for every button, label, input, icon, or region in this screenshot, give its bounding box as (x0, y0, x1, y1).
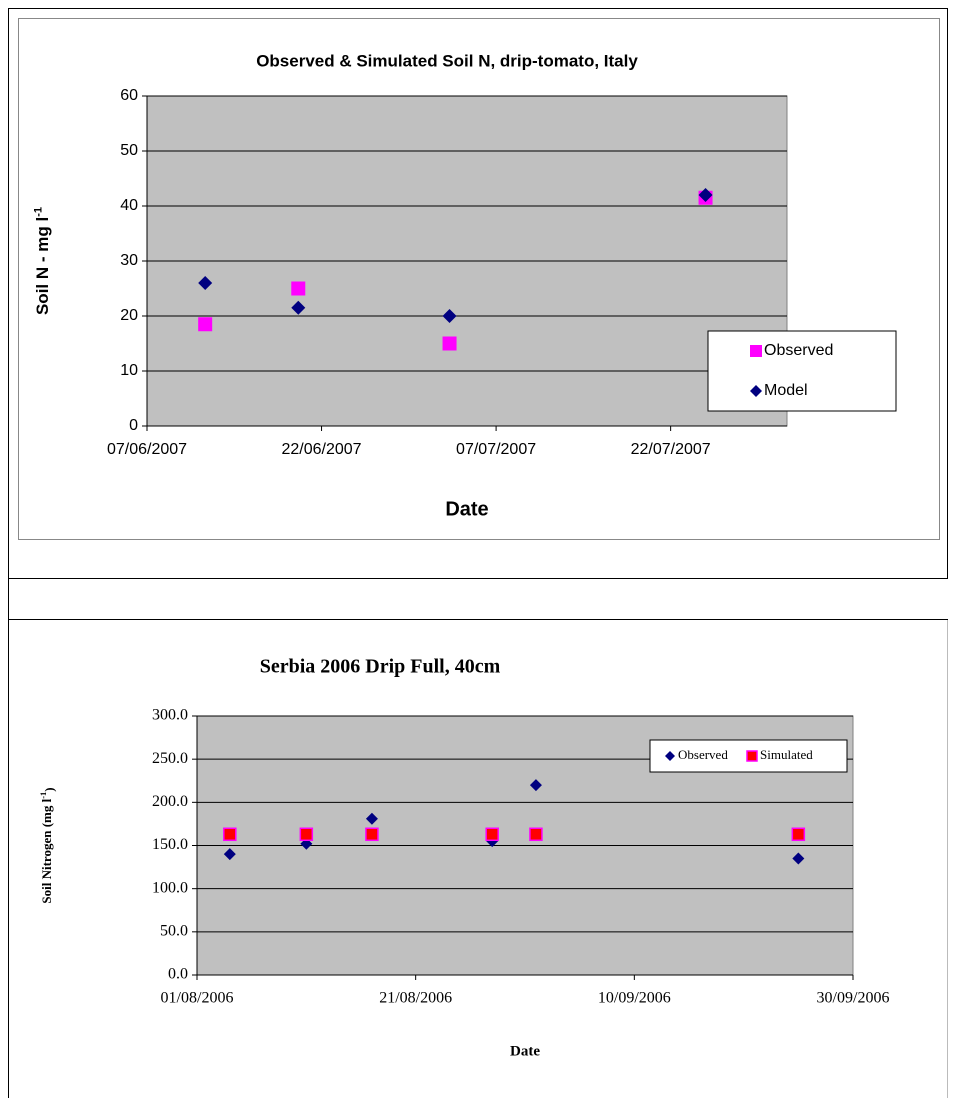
y-axis-label-part: -1 (38, 792, 48, 799)
legend-label: Model (764, 382, 808, 399)
data-point (485, 827, 499, 842)
y-tick-label: 100.0 (152, 879, 188, 896)
y-tick-label: 20 (120, 307, 138, 324)
x-tick-label: 22/06/2007 (282, 441, 362, 458)
x-tick-label: 07/06/2007 (107, 441, 187, 458)
data-point (223, 848, 236, 861)
x-tick-label: 30/09/2006 (817, 990, 890, 1007)
chart: Observed & Simulated Soil N, drip-tomato… (32, 51, 897, 520)
y-axis-label: Soil N - mg l-1 (32, 207, 52, 315)
x-tick-label: 22/07/2007 (631, 441, 711, 458)
y-axis-label-part: ) (41, 787, 56, 791)
legend-marker (750, 345, 762, 357)
y-axis-label: Soil Nitrogen (mg l-1) (38, 787, 57, 903)
legend-label: Observed (678, 747, 728, 762)
data-point (299, 827, 314, 842)
chart: Serbia 2006 Drip Full, 40cm 0.0 50.0 100.0 1… (38, 656, 890, 1060)
y-tick-label: 200.0 (152, 793, 188, 810)
data-point (792, 852, 805, 865)
y-tick-label: 10 (120, 362, 138, 379)
y-tick-label: 60 (120, 87, 138, 104)
y-axis-label-part: Soil N - mg l (33, 217, 52, 315)
legend-marker (750, 385, 762, 397)
y-tick-label: 300.0 (152, 707, 188, 724)
x-axis-label: Date (445, 498, 488, 520)
legend-marker (746, 750, 758, 762)
x-tick-label: 21/08/2006 (379, 990, 452, 1007)
data-point (365, 827, 379, 842)
y-tick-label: 50 (120, 142, 138, 159)
data-point (291, 281, 306, 296)
data-point (442, 309, 457, 323)
y-tick-label: 0.0 (168, 966, 188, 983)
y-axis-label-part: -1 (32, 207, 44, 217)
chart-title: Observed & Simulated Soil N, drip-tomato… (256, 51, 638, 70)
y-tick-label: 150.0 (152, 836, 188, 853)
legend-marker (665, 751, 675, 761)
data-point (198, 317, 213, 332)
x-tick-label: 10/09/2006 (598, 990, 671, 1007)
data-point (198, 276, 213, 290)
data-point (442, 336, 457, 351)
data-point (698, 188, 713, 202)
legend-label: Observed (764, 342, 833, 359)
data-point (291, 300, 306, 315)
data-point (223, 827, 237, 842)
x-axis-label: Date (510, 1043, 540, 1059)
y-tick-label: 40 (120, 197, 138, 214)
y-axis-label-part: Soil Nitrogen (mg l (39, 798, 54, 903)
y-tick-label: 0 (129, 417, 138, 434)
legend-label: Simulated (760, 747, 813, 762)
chart-title: Serbia 2006 Drip Full, 40cm (260, 656, 501, 678)
data-point (529, 827, 543, 842)
data-point (529, 779, 542, 792)
data-point (791, 827, 806, 842)
legend (707, 330, 897, 412)
y-tick-label: 30 (120, 252, 138, 269)
y-tick-label: 250.0 (152, 750, 188, 767)
x-tick-label: 07/07/2007 (456, 441, 536, 458)
y-tick-label: 50.0 (160, 923, 188, 940)
x-tick-label: 01/08/2006 (161, 990, 234, 1007)
data-point (365, 812, 378, 825)
